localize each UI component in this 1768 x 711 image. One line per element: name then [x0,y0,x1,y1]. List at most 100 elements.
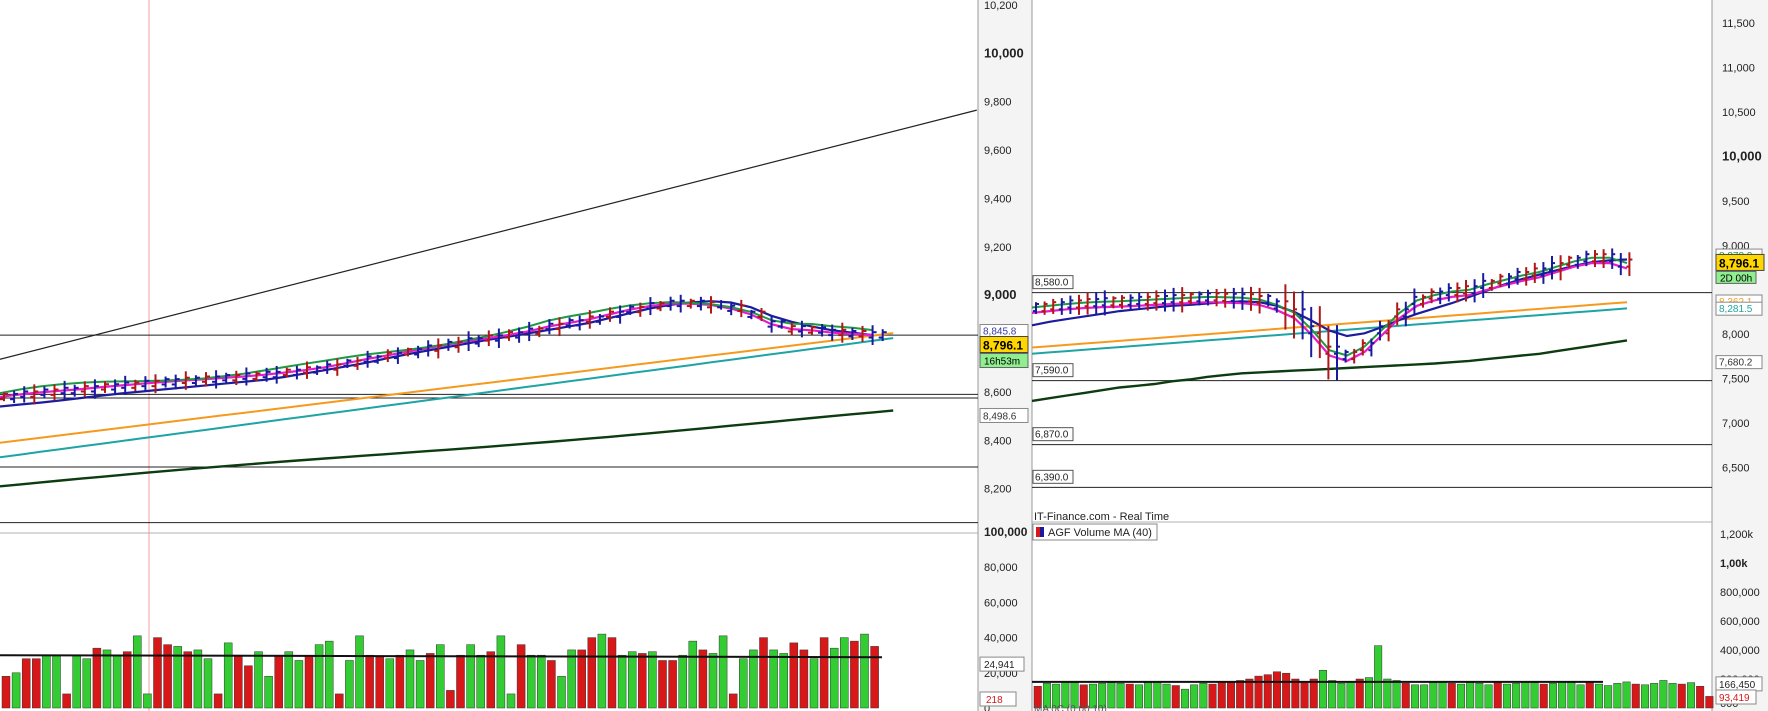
volume-ma-tag: 24,941 [984,660,1015,671]
volume-bar [1355,678,1364,709]
level-label-bg [1032,275,1074,290]
last-price-tag: 8,796.1 [1719,256,1759,270]
volume-bar [769,649,778,709]
level-label-bg [1032,469,1074,484]
volume-bar [617,654,627,709]
source-label: IT-Finance.com - Real Time [1034,511,1169,523]
volume-bar [62,693,71,709]
volume-bar [648,651,657,709]
right-ohlc-bars [1033,248,1633,381]
volume-bar [405,649,415,709]
last-price-tag-bg [979,336,1029,354]
right-volume-tick-label: 600,000 [1720,616,1760,628]
volume-bar [173,646,182,709]
ma-tag-bottom: 8,498.6 [983,411,1017,422]
volume-bar [274,654,283,709]
volume-bar [526,654,536,709]
volume-bar [1346,681,1355,709]
volume-bar [102,649,112,709]
volume-bar [1309,678,1318,709]
volume-bar [314,644,324,709]
volume-bar [92,647,102,709]
volume-bar [1272,671,1281,709]
volume-bar [1539,683,1548,709]
left-volume-tick-label: 40,000 [984,633,1018,645]
volume-bar [466,644,475,709]
volume-bar [304,654,314,709]
volume-bar [1254,675,1263,709]
volume-bar [678,654,687,709]
volume-bar [1116,683,1125,709]
volume-bar [749,649,758,709]
ma-tag-bg [1715,355,1763,370]
volume-bar [193,649,203,709]
volume-bar [607,637,617,709]
volume-bar [1171,685,1180,709]
volume-bar [1392,680,1401,709]
left-price-tick-label: 9,000 [984,287,1017,302]
left-volume-tick-label: 60,000 [984,597,1018,609]
volume-bar [1456,683,1465,709]
volume-bar [82,658,92,709]
left-price-tick-label: 10,000 [984,45,1024,60]
volume-title-swatch-blue [1040,527,1044,537]
volume-bar [829,647,839,709]
volume-bar [860,633,869,709]
volume-bar [133,635,142,709]
volume-bar [415,660,425,709]
timer-tag-bg [979,353,1029,369]
volume-bar [1631,683,1640,709]
volume-bar [1410,684,1419,709]
volume-bar [1668,683,1677,709]
ma-100-line [0,337,894,459]
volume-bar [1484,684,1493,709]
volume-bar [668,660,677,709]
volume-bar [122,651,132,709]
timer-tag: 2D 00h [1720,273,1752,284]
volume-bar [1125,683,1134,709]
volume-bar [284,651,294,709]
volume-bar [658,660,667,709]
volume-bar [1098,683,1107,709]
volume-bar [21,658,31,709]
volume-bar [1042,683,1051,709]
volume-bar [1466,682,1475,709]
volume-bar [1622,681,1631,709]
ma-tag: 7,680.2 [1719,358,1753,369]
volume-bar [789,642,799,709]
volume-bar [1521,681,1530,709]
volume-bar [1217,681,1226,709]
right-price-tick-label: 9,500 [1722,196,1750,208]
left-price-tick-label: 8,600 [984,387,1012,399]
volume-bar [143,693,152,709]
volume-bar [213,693,223,709]
left-volume-axis: 100,00080,00060,00040,00020,000024,94121… [979,525,1028,711]
volume-bar [1226,682,1235,709]
volume-bar [1705,696,1714,709]
volume-bar [1282,672,1291,709]
volume-bar [537,654,546,709]
volume-bar [809,658,819,709]
right-volume-panel: AGF Volume MA (40) MA 0C (0,00 10) [1032,523,1714,711]
volume-ma-tag: 166,450 [1719,680,1756,691]
right-volume-tick-label: 400,000 [1720,645,1760,657]
level-label: 6,390.0 [1035,472,1069,483]
volume-bar [324,640,334,709]
volume-bar [1585,682,1594,709]
volume-bar [1263,674,1272,709]
volume-bar [1033,686,1042,709]
volume-bar [1318,670,1327,709]
volume-bar [1558,681,1567,709]
volume-ma-tag-bg [979,656,1025,672]
volume-bar [1383,678,1392,709]
right-price-tick-label: 10,000 [1722,148,1762,163]
last-price-tag-bg [1715,253,1765,271]
volume-bar [153,637,162,709]
volume-bar [870,646,879,709]
volume-bar [516,644,526,709]
volume-bar [728,693,738,709]
volume-bar [567,649,576,709]
volume-title-bg [1032,523,1158,541]
volume-bar [850,640,859,709]
